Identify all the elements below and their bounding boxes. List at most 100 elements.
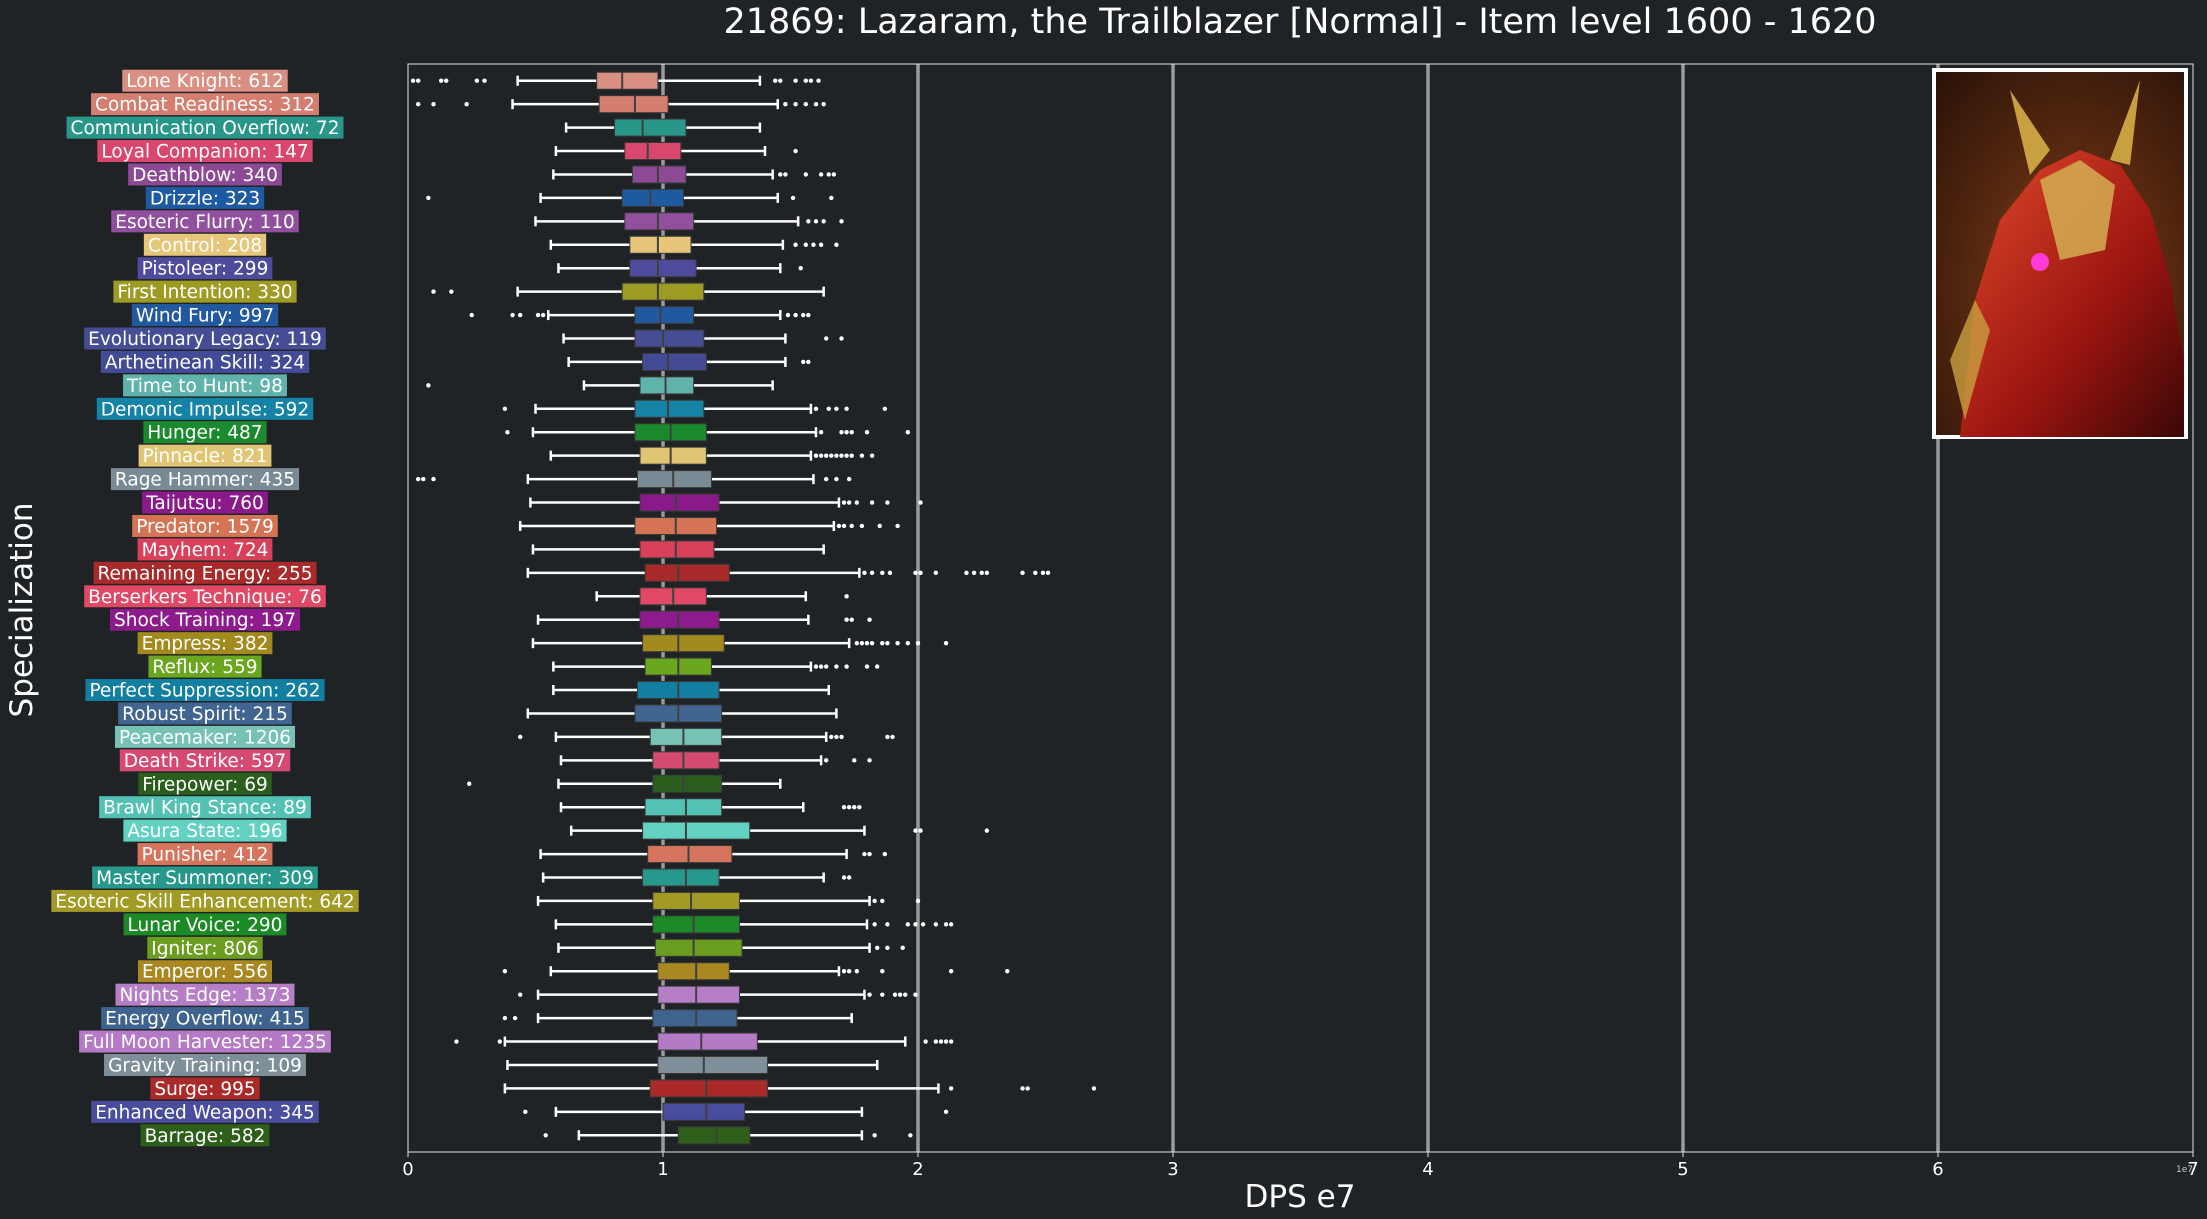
flier-point bbox=[846, 804, 852, 810]
flier-point bbox=[543, 1133, 548, 1138]
y-tick-label-34: Master Summoner: 309 bbox=[92, 866, 318, 889]
label-text: Gravity Training: 109 bbox=[108, 1055, 302, 1076]
label-background bbox=[93, 561, 317, 584]
flier-point bbox=[426, 195, 431, 201]
label-background bbox=[122, 69, 288, 92]
flier-point bbox=[834, 242, 839, 247]
flier-point bbox=[801, 312, 806, 318]
flier-point bbox=[905, 430, 910, 435]
flier-point bbox=[416, 78, 421, 83]
x-tick-label: 4 bbox=[1422, 1159, 1433, 1180]
y-tick-label-32: Asura State: 196 bbox=[123, 819, 287, 842]
box-23 bbox=[536, 610, 872, 629]
flier-point bbox=[818, 453, 824, 458]
flier-point bbox=[518, 312, 523, 318]
y-tick-label-15: Hunger: 487 bbox=[143, 421, 267, 444]
x-tick-label: 2 bbox=[912, 1159, 923, 1180]
y-tick-label-25: Reflux: 559 bbox=[148, 655, 262, 678]
flier-point bbox=[518, 734, 523, 740]
flier-point bbox=[841, 875, 847, 880]
label-background bbox=[92, 866, 318, 889]
box-4 bbox=[552, 165, 837, 184]
flier-point bbox=[918, 828, 923, 833]
flier-point bbox=[844, 664, 849, 669]
flier-point bbox=[844, 406, 849, 412]
flier-point bbox=[829, 734, 834, 740]
label-background bbox=[113, 280, 297, 303]
box-iqr bbox=[652, 751, 720, 770]
flier-point bbox=[826, 406, 831, 412]
flier-point bbox=[421, 476, 426, 482]
flier-point bbox=[449, 289, 454, 294]
flier-point bbox=[839, 734, 844, 740]
y-tick-label-14: Demonic Impulse: 592 bbox=[96, 397, 314, 420]
flier-point bbox=[438, 78, 444, 83]
flier-point bbox=[826, 172, 831, 177]
box-19 bbox=[518, 516, 900, 535]
box-5 bbox=[426, 188, 834, 207]
flier-point bbox=[834, 453, 839, 458]
label-background bbox=[128, 163, 282, 186]
flier-point bbox=[933, 570, 939, 576]
y-tick-label-37: Igniter: 806 bbox=[147, 936, 263, 959]
flier-point bbox=[801, 359, 806, 365]
label-background bbox=[99, 796, 311, 819]
label-background bbox=[97, 140, 313, 163]
y-axis-label: Specialization bbox=[4, 503, 40, 718]
flier-point bbox=[474, 78, 480, 83]
box-18 bbox=[529, 493, 923, 512]
flier-point bbox=[864, 664, 870, 669]
label-text: Perfect Suppression: 262 bbox=[89, 681, 320, 702]
flier-point bbox=[864, 640, 870, 646]
label-background bbox=[123, 913, 287, 936]
label-text: Firepower: 69 bbox=[142, 774, 268, 795]
flier-point bbox=[862, 570, 867, 576]
flier-point bbox=[510, 312, 515, 318]
y-tick-label-38: Emperor: 556 bbox=[137, 960, 273, 983]
flier-point bbox=[1040, 570, 1046, 576]
flier-point bbox=[913, 922, 918, 927]
box-iqr bbox=[634, 399, 705, 418]
flier-point bbox=[846, 500, 852, 505]
label-background bbox=[142, 491, 268, 514]
flier-point bbox=[818, 172, 824, 177]
label-background bbox=[118, 702, 292, 725]
flier-point bbox=[839, 430, 844, 435]
flier-point bbox=[875, 945, 880, 951]
flier-point bbox=[1025, 1086, 1030, 1091]
flier-point bbox=[502, 406, 508, 412]
y-tick-label-42: Gravity Training: 109 bbox=[104, 1053, 306, 1076]
flier-point bbox=[915, 640, 921, 646]
box-iqr bbox=[642, 352, 707, 371]
box-9 bbox=[431, 282, 825, 301]
flier-point bbox=[1020, 1086, 1025, 1091]
y-tick-label-5: Drizzle: 323 bbox=[145, 186, 265, 209]
y-tick-label-26: Perfect Suppression: 262 bbox=[85, 679, 325, 702]
flier-point bbox=[467, 781, 472, 786]
label-text: Pinnacle: 821 bbox=[143, 446, 268, 467]
flier-point bbox=[813, 101, 819, 107]
flier-point bbox=[482, 78, 487, 83]
flier-point bbox=[785, 312, 791, 318]
box-iqr bbox=[639, 493, 720, 512]
flier-point bbox=[841, 969, 847, 974]
label-text: Time to Hunt: 98 bbox=[126, 376, 283, 397]
flier-point bbox=[900, 945, 905, 951]
flier-point bbox=[880, 969, 885, 974]
label-background bbox=[104, 1053, 306, 1076]
flier-point bbox=[834, 664, 839, 669]
box-iqr bbox=[647, 845, 733, 864]
flier-point bbox=[836, 523, 842, 529]
flier-point bbox=[813, 406, 819, 412]
box-iqr bbox=[662, 1102, 746, 1121]
box-29 bbox=[559, 751, 872, 770]
flier-point bbox=[505, 430, 510, 435]
box-iqr bbox=[657, 985, 741, 1004]
box-24 bbox=[531, 634, 949, 653]
flier-point bbox=[813, 664, 819, 669]
flier-point bbox=[818, 664, 824, 669]
box-31 bbox=[559, 798, 862, 817]
flier-point bbox=[849, 523, 854, 529]
flier-point bbox=[803, 172, 808, 177]
flier-point bbox=[859, 523, 865, 529]
